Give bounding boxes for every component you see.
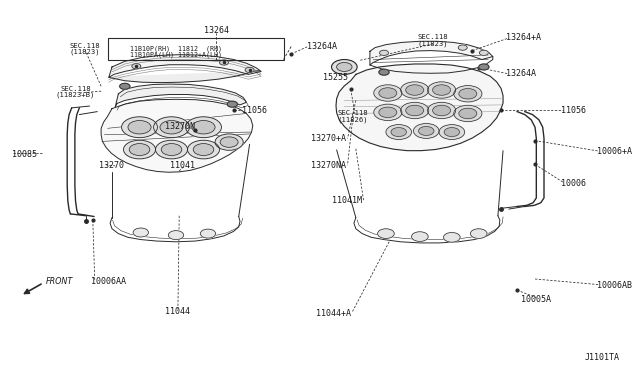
Text: 10005A: 10005A bbox=[522, 295, 551, 304]
Circle shape bbox=[459, 89, 477, 99]
Circle shape bbox=[479, 50, 488, 55]
Circle shape bbox=[428, 102, 456, 119]
Polygon shape bbox=[109, 55, 261, 77]
Text: 11B10PA(LH) 11812+A(LH): 11B10PA(LH) 11812+A(LH) bbox=[130, 51, 222, 58]
Circle shape bbox=[124, 140, 156, 159]
Text: 13264+A: 13264+A bbox=[506, 33, 541, 42]
Circle shape bbox=[133, 228, 148, 237]
Circle shape bbox=[168, 231, 184, 240]
Circle shape bbox=[156, 140, 188, 159]
Polygon shape bbox=[101, 99, 253, 172]
Text: 10006AA: 10006AA bbox=[91, 278, 126, 286]
Polygon shape bbox=[115, 84, 246, 107]
Circle shape bbox=[122, 117, 157, 138]
Text: 13264A: 13264A bbox=[506, 69, 536, 78]
Circle shape bbox=[161, 144, 182, 155]
Text: (11823): (11823) bbox=[418, 40, 449, 47]
Text: SEC.118: SEC.118 bbox=[338, 110, 369, 116]
Circle shape bbox=[458, 45, 467, 50]
Text: 11041: 11041 bbox=[170, 161, 195, 170]
Text: 13264A: 13264A bbox=[307, 42, 337, 51]
Circle shape bbox=[406, 85, 424, 95]
Circle shape bbox=[454, 86, 482, 102]
Circle shape bbox=[433, 85, 451, 95]
Text: 13270: 13270 bbox=[99, 161, 125, 170]
Circle shape bbox=[220, 60, 228, 65]
Circle shape bbox=[129, 144, 150, 155]
Text: J1101TA: J1101TA bbox=[584, 353, 620, 362]
Circle shape bbox=[192, 121, 215, 134]
Circle shape bbox=[193, 144, 214, 155]
Text: 11044+A: 11044+A bbox=[316, 309, 351, 318]
Text: FRONT: FRONT bbox=[46, 278, 74, 286]
Circle shape bbox=[444, 232, 460, 242]
Circle shape bbox=[200, 229, 216, 238]
Circle shape bbox=[332, 60, 357, 74]
Circle shape bbox=[379, 88, 397, 98]
Circle shape bbox=[220, 137, 238, 147]
Text: 10006: 10006 bbox=[561, 179, 586, 187]
Circle shape bbox=[412, 232, 428, 241]
Circle shape bbox=[454, 105, 482, 122]
Circle shape bbox=[160, 121, 183, 134]
Circle shape bbox=[479, 64, 489, 70]
Circle shape bbox=[374, 85, 402, 101]
Bar bbox=[108, 38, 284, 60]
Text: 13270+A: 13270+A bbox=[310, 134, 346, 143]
Circle shape bbox=[386, 125, 412, 140]
Circle shape bbox=[391, 128, 406, 137]
Text: (11823): (11823) bbox=[70, 49, 100, 55]
Circle shape bbox=[379, 107, 397, 118]
Polygon shape bbox=[336, 64, 503, 151]
Circle shape bbox=[378, 229, 394, 238]
Circle shape bbox=[439, 125, 465, 140]
Text: SEC.118: SEC.118 bbox=[418, 34, 449, 40]
Text: 10006+A: 10006+A bbox=[597, 147, 632, 155]
Polygon shape bbox=[370, 41, 493, 65]
Text: SEC.118: SEC.118 bbox=[70, 43, 100, 49]
Circle shape bbox=[374, 104, 402, 121]
Text: 10006AB: 10006AB bbox=[597, 281, 632, 290]
Circle shape bbox=[128, 121, 151, 134]
Text: 11044: 11044 bbox=[165, 307, 191, 316]
Circle shape bbox=[154, 117, 189, 138]
Text: 11B10P(RH)  11812  (RH): 11B10P(RH) 11812 (RH) bbox=[130, 45, 222, 52]
Text: (11823+B): (11823+B) bbox=[56, 92, 95, 98]
Circle shape bbox=[470, 229, 487, 238]
Circle shape bbox=[428, 82, 456, 98]
Circle shape bbox=[215, 134, 243, 150]
Text: 15255: 15255 bbox=[323, 73, 348, 82]
Circle shape bbox=[459, 108, 477, 119]
Text: 11056: 11056 bbox=[561, 106, 586, 115]
Circle shape bbox=[132, 64, 141, 69]
Text: 13264: 13264 bbox=[204, 26, 229, 35]
Circle shape bbox=[120, 83, 130, 89]
Circle shape bbox=[444, 128, 460, 137]
Circle shape bbox=[419, 126, 434, 135]
Text: (11826): (11826) bbox=[338, 116, 369, 123]
Text: 11041M: 11041M bbox=[332, 196, 362, 205]
Text: SEC.118: SEC.118 bbox=[60, 86, 91, 92]
Text: 13270NA: 13270NA bbox=[310, 161, 346, 170]
Circle shape bbox=[186, 117, 221, 138]
Circle shape bbox=[337, 62, 352, 71]
Circle shape bbox=[227, 101, 237, 107]
Circle shape bbox=[245, 67, 254, 73]
Text: 11056: 11056 bbox=[242, 106, 267, 115]
Circle shape bbox=[380, 50, 388, 55]
Text: 13270N: 13270N bbox=[166, 122, 195, 131]
Circle shape bbox=[413, 124, 439, 138]
Circle shape bbox=[379, 69, 389, 75]
Circle shape bbox=[401, 102, 429, 119]
Polygon shape bbox=[109, 71, 261, 83]
Circle shape bbox=[433, 105, 451, 116]
Circle shape bbox=[188, 140, 220, 159]
Text: 10085: 10085 bbox=[12, 150, 36, 158]
Circle shape bbox=[401, 82, 429, 98]
Circle shape bbox=[406, 105, 424, 116]
